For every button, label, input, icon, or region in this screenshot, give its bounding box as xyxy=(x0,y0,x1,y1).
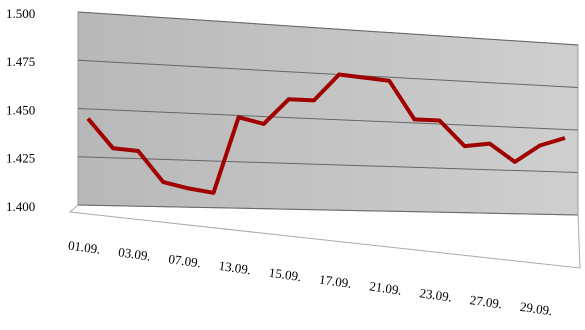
x-tick-label: 29.09. xyxy=(519,299,553,318)
grid-line xyxy=(77,156,579,173)
y-tick-label: 1.500 xyxy=(6,6,35,21)
x-tick-label: 17.09. xyxy=(318,272,352,291)
back-wall xyxy=(77,11,579,216)
x-tick-label: 21.09. xyxy=(368,278,402,297)
x-tick-label: 01.09. xyxy=(67,237,101,256)
grid-line xyxy=(77,59,579,88)
data-line xyxy=(86,72,566,195)
grid-line xyxy=(77,204,579,216)
y-tick-label: 1.425 xyxy=(6,151,35,166)
x-tick-label: 23.09. xyxy=(419,285,453,304)
x-tick-label: 27.09. xyxy=(469,292,503,311)
x-tick-label: 07.09. xyxy=(168,251,202,270)
y-tick-label: 1.400 xyxy=(6,199,35,214)
grid-line xyxy=(77,11,579,46)
y-tick-label: 1.450 xyxy=(6,102,35,117)
x-tick-label: 15.09. xyxy=(268,265,302,284)
x-tick-label: 03.09. xyxy=(117,244,151,263)
y-tick-label: 1.475 xyxy=(6,54,35,69)
x-tick-label: 13.09. xyxy=(218,258,252,277)
grid-line xyxy=(77,108,579,131)
